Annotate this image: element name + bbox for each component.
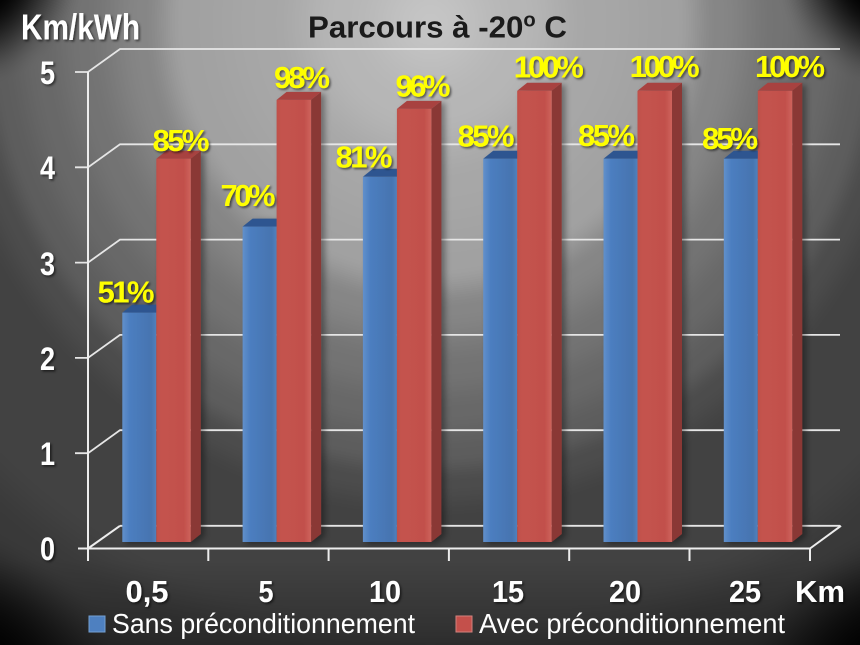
svg-text:15: 15 — [492, 574, 524, 609]
svg-text:85%: 85% — [578, 118, 635, 153]
svg-text:Avec préconditionnement: Avec préconditionnement — [479, 608, 785, 639]
svg-text:100%: 100% — [630, 49, 700, 84]
svg-text:Km/kWh: Km/kWh — [21, 7, 140, 48]
svg-text:81%: 81% — [336, 140, 393, 175]
svg-text:10: 10 — [369, 574, 401, 609]
svg-text:0,5: 0,5 — [126, 574, 169, 609]
svg-text:Sans préconditionnement: Sans préconditionnement — [112, 608, 415, 639]
svg-text:85%: 85% — [153, 123, 210, 158]
svg-text:Parcours à -20o C: Parcours à -20o C — [308, 10, 567, 45]
svg-text:100%: 100% — [514, 50, 584, 85]
svg-text:Km: Km — [795, 574, 845, 609]
svg-text:1: 1 — [40, 436, 55, 472]
svg-text:0: 0 — [40, 531, 55, 567]
svg-text:100%: 100% — [755, 49, 825, 84]
svg-text:70%: 70% — [221, 178, 276, 213]
svg-text:85%: 85% — [702, 121, 758, 156]
svg-text:25: 25 — [729, 574, 761, 609]
svg-text:5: 5 — [40, 55, 55, 91]
svg-text:4: 4 — [40, 150, 55, 186]
svg-text:2: 2 — [40, 341, 55, 377]
svg-text:3: 3 — [40, 246, 55, 282]
svg-text:5: 5 — [259, 574, 274, 609]
svg-text:96%: 96% — [396, 69, 451, 104]
svg-text:51%: 51% — [98, 275, 155, 310]
svg-text:98%: 98% — [274, 60, 330, 95]
svg-text:20: 20 — [609, 574, 641, 609]
svg-text:85%: 85% — [458, 119, 515, 154]
